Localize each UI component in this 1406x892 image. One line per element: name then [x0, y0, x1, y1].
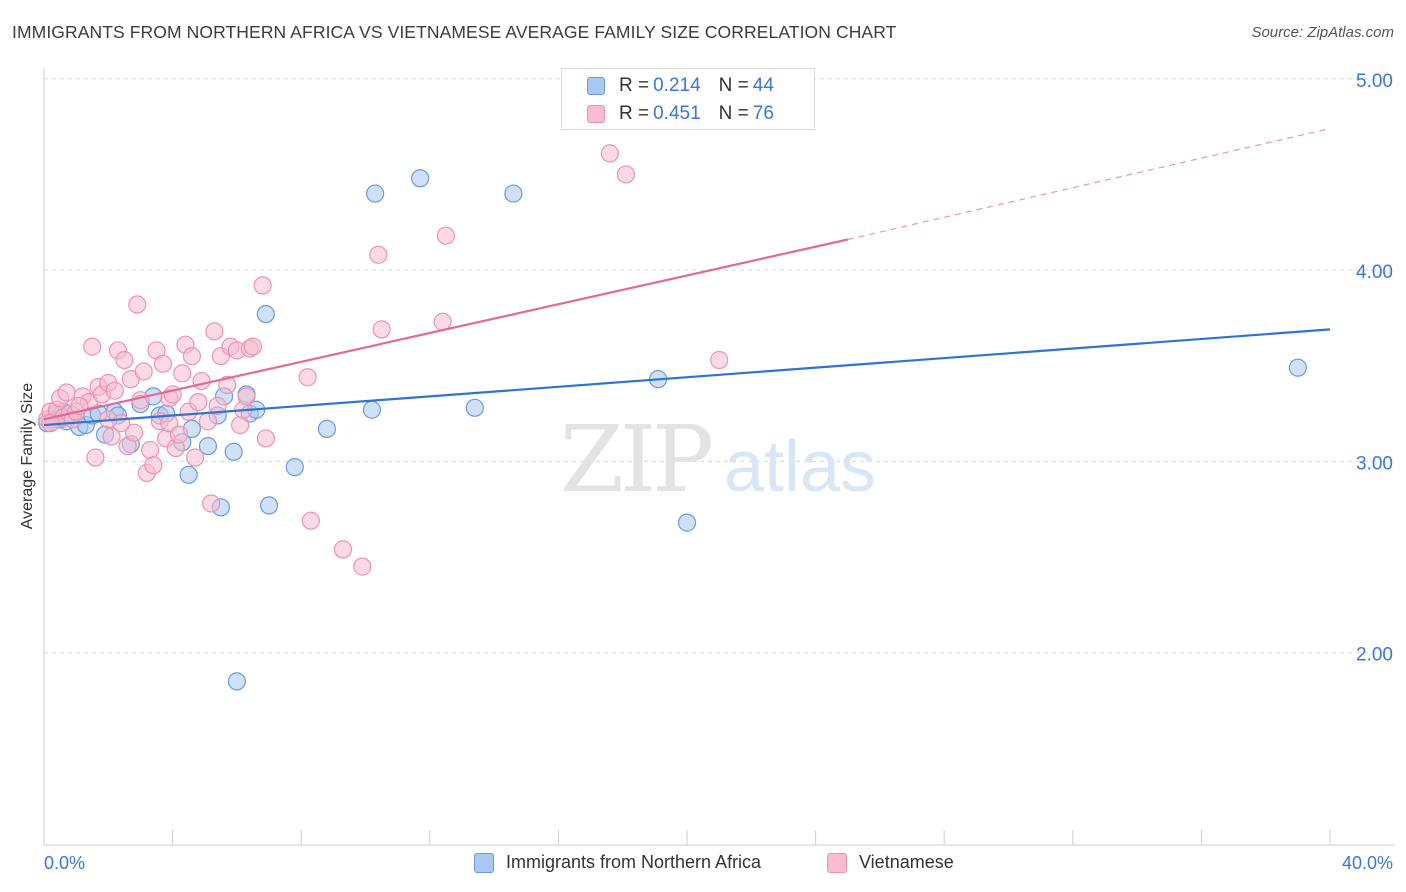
- watermark: ZIP atlas: [560, 406, 876, 513]
- data-point: [298, 368, 317, 387]
- data-point: [256, 304, 275, 324]
- r-value: 0.214: [653, 75, 701, 96]
- data-point: [144, 456, 163, 475]
- chart-title: IMMIGRANTS FROM NORTHERN AFRICA VS VIETN…: [12, 22, 897, 42]
- trend-line-vietnamese: [43, 238, 848, 421]
- legend-label: Vietnamese: [859, 852, 954, 872]
- data-point: [224, 442, 243, 461]
- data-point: [677, 513, 697, 532]
- data-point: [189, 392, 208, 412]
- data-point: [436, 226, 455, 245]
- data-point: [105, 381, 124, 400]
- legend-item-immigrants: Immigrants from Northern Africa: [474, 852, 761, 873]
- data-point: [202, 494, 221, 513]
- data-point: [128, 295, 147, 314]
- data-point: [353, 557, 372, 576]
- y-tick-label: 3.00: [1356, 453, 1393, 474]
- data-point: [153, 354, 173, 373]
- data-point: [102, 427, 121, 446]
- stats-legend: R = 0.214 N = 44 R = 0.451 N = 76: [561, 68, 815, 130]
- n-label: N =: [718, 75, 749, 96]
- tick-labels: 2.00 3.00 4.00 5.00 0.0% 40.0%: [44, 71, 1393, 873]
- y-tick-label: 4.00: [1356, 262, 1393, 283]
- x-tick-label: 0.0%: [44, 853, 85, 873]
- data-point: [124, 423, 144, 442]
- data-point: [182, 347, 201, 366]
- data-point: [231, 415, 250, 435]
- data-point: [134, 362, 153, 381]
- y-tick-label: 5.00: [1356, 71, 1393, 92]
- stats-row-blue: R = 0.214 N = 44: [587, 74, 774, 98]
- n-label: N =: [718, 103, 749, 124]
- trend-line-immigrants: [43, 328, 1331, 427]
- y-tick-label: 2.00: [1356, 645, 1393, 666]
- data-point: [1288, 358, 1307, 377]
- data-point: [237, 387, 256, 406]
- data-point: [179, 465, 198, 484]
- trend-lines: [43, 127, 1331, 427]
- data-point: [362, 400, 382, 419]
- data-point: [411, 169, 430, 188]
- data-point: [301, 511, 320, 530]
- data-point: [115, 350, 134, 370]
- data-point: [504, 184, 523, 203]
- n-value: 76: [752, 103, 774, 124]
- data-point: [259, 496, 279, 515]
- x-tick-label: 40.0%: [1342, 853, 1393, 873]
- legend-item-vietnamese: Vietnamese: [827, 852, 954, 873]
- trend-line-vietnamese-extension: [847, 127, 1331, 241]
- n-value: 44: [752, 75, 774, 96]
- data-point: [253, 276, 272, 295]
- stats-row-pink: R = 0.451 N = 76: [587, 102, 774, 126]
- data-point: [317, 419, 337, 438]
- data-point: [57, 383, 76, 402]
- data-point: [256, 429, 275, 448]
- data-point: [205, 322, 224, 341]
- data-point: [218, 375, 237, 394]
- data-point: [616, 165, 636, 184]
- data-point: [192, 371, 211, 391]
- data-point: [208, 396, 227, 416]
- data-point: [285, 458, 304, 477]
- data-point: [86, 448, 105, 467]
- axes: [43, 68, 1395, 846]
- data-point: [710, 350, 729, 370]
- legend-swatch-pink: [587, 105, 605, 123]
- legend-swatch-blue: [587, 77, 605, 95]
- data-point: [465, 398, 484, 417]
- watermark-zip: ZIP: [560, 406, 711, 513]
- legend-swatch-blue: [474, 852, 494, 873]
- data-point: [372, 320, 391, 339]
- legend-label: Immigrants from Northern Africa: [506, 852, 762, 872]
- r-label: R =: [619, 103, 650, 124]
- r-label: R =: [619, 75, 650, 96]
- data-point: [600, 144, 619, 163]
- data-point: [333, 540, 353, 559]
- data-point: [169, 425, 189, 444]
- data-point: [198, 436, 218, 456]
- series-legend: Immigrants from Northern Africa Vietname…: [0, 852, 1406, 878]
- legend-swatch-pink: [827, 852, 847, 873]
- data-point: [366, 184, 385, 203]
- data-point: [369, 245, 388, 264]
- data-point: [173, 364, 192, 383]
- source-label: Source: ZipAtlas.com: [1251, 24, 1394, 41]
- data-point: [186, 448, 205, 467]
- data-point: [198, 412, 218, 431]
- watermark-atlas: atlas: [724, 427, 876, 507]
- series-vietnamese: [38, 144, 729, 576]
- r-value: 0.451: [653, 103, 701, 124]
- data-point: [243, 337, 263, 356]
- data-point: [140, 440, 160, 460]
- data-point: [227, 672, 246, 691]
- data-point: [83, 337, 102, 356]
